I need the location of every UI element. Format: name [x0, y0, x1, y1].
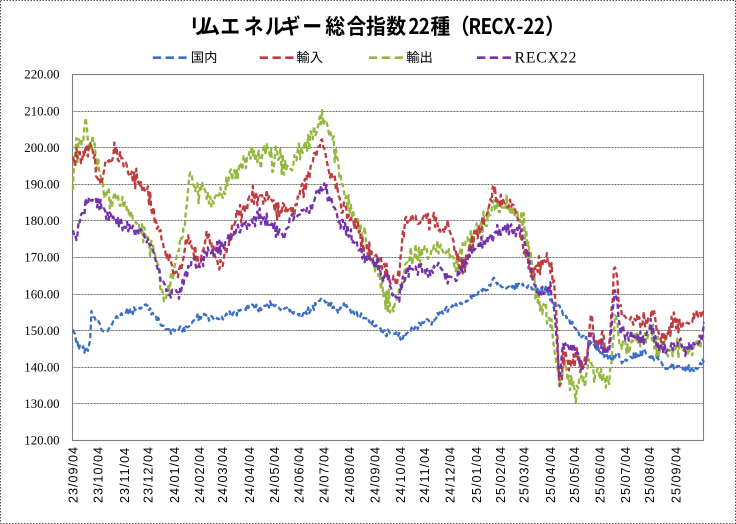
svg-text:24/03/04: 24/03/04 — [216, 446, 230, 503]
svg-text:24/08/04: 24/08/04 — [343, 446, 357, 503]
svg-text:24/06/04: 24/06/04 — [292, 446, 306, 503]
svg-text:120.00: 120.00 — [24, 434, 59, 448]
svg-text:25/02/04: 25/02/04 — [494, 446, 508, 503]
svg-text:25/06/04: 25/06/04 — [593, 446, 607, 503]
svg-text:210.00: 210.00 — [24, 104, 59, 118]
svg-text:24/09/04: 24/09/04 — [369, 446, 383, 503]
svg-text:25/07/04: 25/07/04 — [619, 446, 633, 503]
svg-text:24/07/04: 24/07/04 — [318, 446, 332, 503]
svg-text:24/10/04: 24/10/04 — [394, 446, 408, 503]
svg-text:23/11/04: 23/11/04 — [118, 447, 132, 503]
svg-text:130.00: 130.00 — [24, 397, 59, 411]
svg-text:23/10/04: 23/10/04 — [92, 446, 106, 503]
svg-text:25/09/04: 25/09/04 — [670, 446, 684, 503]
svg-text:200.00: 200.00 — [24, 141, 59, 155]
svg-text:160.00: 160.00 — [24, 287, 59, 301]
svg-text:25/01/04: 25/01/04 — [470, 446, 484, 503]
svg-text:190.00: 190.00 — [24, 178, 59, 192]
svg-text:140.00: 140.00 — [24, 361, 59, 375]
svg-text:25/08/04: 25/08/04 — [643, 446, 657, 503]
svg-text:RECX22: RECX22 — [515, 49, 578, 66]
svg-text:170.00: 170.00 — [24, 251, 59, 265]
svg-text:24/05/04: 24/05/04 — [268, 446, 282, 503]
svg-text:150.00: 150.00 — [24, 324, 59, 338]
svg-text:23/09/04: 23/09/04 — [66, 446, 80, 503]
svg-text:24/02/04: 24/02/04 — [193, 446, 207, 503]
svg-text:24/12/04: 24/12/04 — [444, 446, 458, 503]
svg-text:180.00: 180.00 — [24, 214, 59, 228]
svg-text:23/12/04: 23/12/04 — [141, 446, 155, 503]
svg-text:25/03/04: 25/03/04 — [517, 446, 531, 503]
svg-text:24/01/04: 24/01/04 — [168, 446, 182, 503]
svg-text:24/11/04: 24/11/04 — [418, 447, 432, 503]
svg-text:25/05/04: 25/05/04 — [568, 446, 582, 503]
svg-text:24/04/04: 24/04/04 — [243, 446, 257, 503]
svg-text:220.00: 220.00 — [24, 68, 59, 82]
svg-text:25/04/04: 25/04/04 — [544, 446, 558, 503]
